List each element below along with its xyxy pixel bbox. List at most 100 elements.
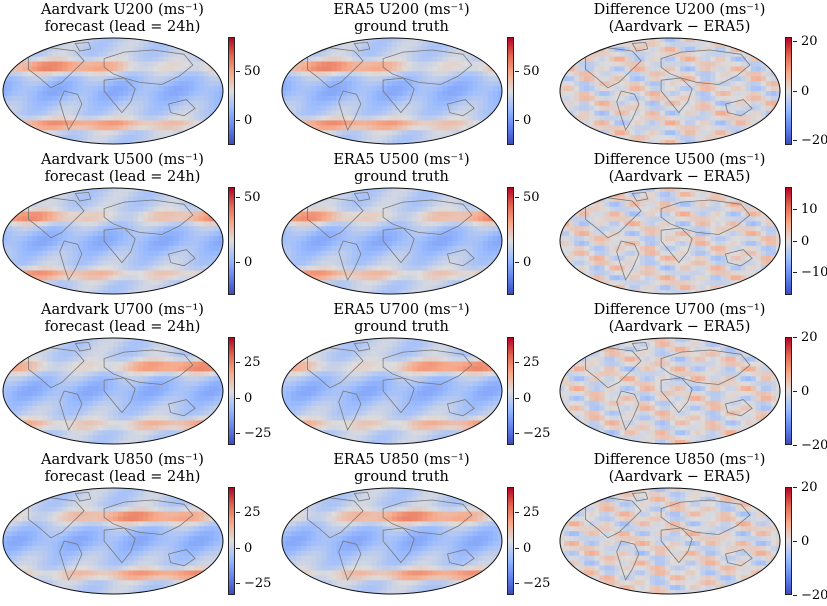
heatmap-cell bbox=[639, 66, 646, 72]
heatmap-cell bbox=[589, 56, 595, 62]
heatmap-cell bbox=[649, 38, 656, 43]
heatmap-cell bbox=[173, 81, 179, 87]
heatmap-cell bbox=[153, 216, 159, 222]
heatmap-cell bbox=[87, 110, 94, 116]
heatmap-cell bbox=[7, 95, 13, 102]
heatmap-cell bbox=[417, 196, 423, 203]
heatmap-cell bbox=[3, 61, 8, 67]
heatmap-cell bbox=[432, 86, 438, 92]
heatmap-cell bbox=[659, 95, 666, 102]
heatmap-cell bbox=[57, 105, 63, 112]
heatmap-cell bbox=[457, 125, 464, 131]
heatmap-cell bbox=[492, 100, 499, 107]
heatmap-cell bbox=[326, 38, 332, 43]
heatmap-cell bbox=[97, 260, 104, 266]
heatmap-cell bbox=[467, 76, 474, 82]
heatmap-cell bbox=[87, 245, 94, 252]
heatmap-cell bbox=[301, 285, 307, 291]
heatmap-cell bbox=[158, 260, 164, 266]
heatmap-cell bbox=[291, 130, 297, 136]
heatmap-cell bbox=[629, 105, 636, 112]
heatmap-cell bbox=[153, 76, 159, 82]
heatmap-cell bbox=[82, 226, 89, 232]
heatmap-cell bbox=[37, 188, 43, 193]
heatmap-cell bbox=[381, 125, 388, 131]
heatmap-cell bbox=[282, 265, 287, 271]
heatmap-cell bbox=[7, 140, 13, 144]
heatmap-cell bbox=[32, 56, 38, 62]
heatmap-cell bbox=[291, 56, 297, 62]
heatmap-cell bbox=[193, 100, 200, 107]
heatmap-cell bbox=[92, 56, 99, 62]
heatmap-cell bbox=[198, 86, 205, 92]
heatmap-cell bbox=[715, 95, 721, 102]
heatmap-cell bbox=[659, 66, 666, 72]
heatmap-cell bbox=[153, 206, 159, 212]
heatmap-cell bbox=[118, 76, 124, 82]
heatmap-cell bbox=[143, 270, 149, 276]
heatmap-cell bbox=[437, 46, 443, 53]
heatmap-cell bbox=[341, 188, 347, 193]
heatmap-cell bbox=[3, 241, 8, 247]
heatmap-cell bbox=[52, 86, 58, 92]
heatmap-cell bbox=[7, 201, 13, 208]
coastline bbox=[660, 49, 751, 85]
heatmap-cell bbox=[301, 130, 307, 136]
heatmap-cell bbox=[574, 41, 580, 48]
heatmap-cell bbox=[97, 280, 104, 286]
heatmap-cell bbox=[487, 285, 494, 291]
heatmap-cell bbox=[291, 135, 297, 141]
heatmap-cell bbox=[128, 66, 134, 72]
heatmap-cell bbox=[82, 241, 89, 247]
heatmap-cell bbox=[670, 61, 676, 67]
heatmap-cell bbox=[574, 46, 580, 53]
heatmap-cell bbox=[417, 221, 423, 227]
heatmap-cell bbox=[619, 125, 625, 131]
heatmap-cell bbox=[42, 188, 48, 193]
heatmap-cell bbox=[82, 135, 89, 141]
heatmap-cell bbox=[67, 46, 74, 53]
heatmap-cell bbox=[392, 135, 398, 141]
heatmap-cell bbox=[351, 51, 358, 58]
heatmap-cell bbox=[452, 66, 458, 72]
heatmap-cell bbox=[467, 140, 474, 144]
heatmap-cell bbox=[376, 216, 383, 222]
heatmap-cell bbox=[3, 265, 8, 271]
heatmap-cell bbox=[87, 250, 94, 257]
heatmap-cell bbox=[286, 191, 292, 198]
heatmap-cell bbox=[346, 115, 353, 121]
colorbar-tick-mark bbox=[793, 41, 797, 43]
heatmap-cell bbox=[740, 140, 747, 144]
heatmap-cell bbox=[148, 95, 154, 102]
heatmap-cell bbox=[457, 115, 464, 121]
heatmap-cell bbox=[123, 241, 129, 247]
heatmap-cell bbox=[138, 216, 144, 222]
heatmap-cell bbox=[138, 125, 144, 131]
heatmap-cell bbox=[695, 100, 701, 107]
heatmap-cell bbox=[52, 110, 58, 116]
heatmap-cell bbox=[695, 91, 701, 97]
heatmap-cell bbox=[412, 260, 418, 266]
heatmap-cell bbox=[32, 196, 38, 203]
heatmap-cell bbox=[402, 100, 408, 107]
heatmap-cell bbox=[417, 245, 423, 252]
heatmap-cell bbox=[158, 226, 164, 232]
heatmap-cell bbox=[346, 125, 353, 131]
heatmap-cell bbox=[67, 201, 74, 208]
heatmap-cell bbox=[27, 206, 33, 212]
heatmap-cell bbox=[3, 41, 8, 48]
heatmap-cell bbox=[153, 105, 159, 112]
heatmap-cell bbox=[3, 110, 8, 116]
heatmap-cell bbox=[331, 290, 337, 294]
heatmap-cell bbox=[574, 86, 580, 92]
heatmap-cell bbox=[62, 245, 68, 252]
heatmap-cell bbox=[685, 115, 691, 121]
heatmap-cell bbox=[37, 206, 43, 212]
heatmap-cell bbox=[589, 135, 595, 141]
heatmap-cell bbox=[775, 91, 780, 97]
heatmap-cell bbox=[178, 66, 185, 72]
heatmap-cell bbox=[331, 100, 337, 107]
heatmap-cell bbox=[492, 91, 499, 97]
heatmap-cell bbox=[341, 255, 347, 262]
heatmap-cell bbox=[569, 100, 575, 107]
